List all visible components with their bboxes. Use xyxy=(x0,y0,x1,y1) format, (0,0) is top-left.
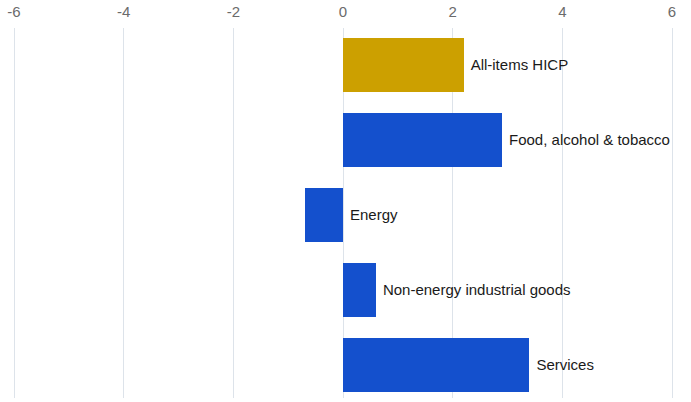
gridline-x--6 xyxy=(14,28,15,398)
bar-label-food-alcohol-tobacco: Food, alcohol & tobacco xyxy=(509,113,670,167)
x-axis-tick-label: 4 xyxy=(558,1,566,22)
x-axis-tick-label: -6 xyxy=(7,1,20,22)
bar-label-non-energy-industrial-goods: Non-energy industrial goods xyxy=(383,263,571,317)
bar-services[interactable] xyxy=(343,338,529,392)
x-axis-tick-label: 6 xyxy=(668,1,676,22)
bar-label-all-items-hicp: All-items HICP xyxy=(471,38,569,92)
gridline-x-6 xyxy=(672,28,673,398)
bar-food-alcohol-tobacco[interactable] xyxy=(343,113,502,167)
bar-chart: -6 -4 -2 0 2 4 6 All-items HICP Food, alcohol & … xyxy=(0,0,691,402)
bar-label-services: Services xyxy=(536,338,594,392)
bar-all-items-hicp[interactable] xyxy=(343,38,464,92)
x-axis-tick-label: 0 xyxy=(339,1,347,22)
gridline-x--4 xyxy=(123,28,124,398)
bar-energy[interactable] xyxy=(305,188,343,242)
gridline-x--2 xyxy=(233,28,234,398)
x-axis-tick-label: 2 xyxy=(448,1,456,22)
x-axis-tick-label: -2 xyxy=(227,1,240,22)
bar-non-energy-industrial-goods[interactable] xyxy=(343,263,376,317)
bar-label-energy: Energy xyxy=(350,188,398,242)
x-axis-tick-label: -4 xyxy=(117,1,130,22)
